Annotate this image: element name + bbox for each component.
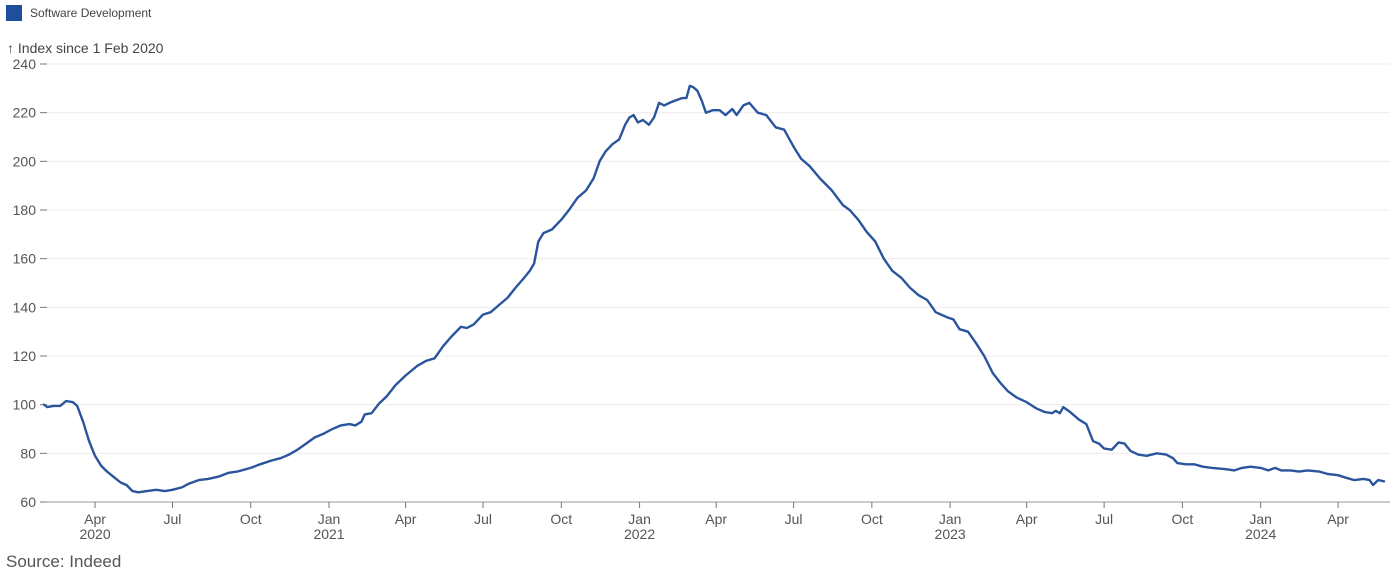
x-tick-label: Jan — [318, 511, 341, 527]
x-tick-label: Oct — [1172, 511, 1194, 527]
x-tick-label: Jan — [628, 511, 651, 527]
x-tick-year-label: 2024 — [1245, 526, 1276, 542]
y-tick-label: 160 — [13, 251, 37, 267]
series-line-software-development — [42, 84, 1386, 494]
legend-swatch — [6, 5, 22, 21]
y-tick-label: 140 — [13, 299, 37, 315]
x-tick-label: Jan — [939, 511, 962, 527]
gridlines — [44, 63, 1390, 503]
x-tick-year-label: 2022 — [624, 526, 655, 542]
y-tick-label: 200 — [13, 153, 37, 169]
x-tick-label: Oct — [240, 511, 262, 527]
x-tick-label: Apr — [395, 511, 417, 527]
series-lines — [42, 84, 1386, 494]
x-tick-label: Jul — [474, 511, 492, 527]
source-note: Source: Indeed — [6, 552, 122, 571]
x-tick-label: Oct — [550, 511, 572, 527]
y-tick-label: 80 — [20, 445, 36, 461]
x-tick-label: Oct — [861, 511, 883, 527]
x-tick-label: Jul — [1095, 511, 1113, 527]
legend: Software Development — [6, 5, 151, 21]
x-tick-label: Jul — [164, 511, 182, 527]
x-tick-year-label: 2021 — [313, 526, 344, 542]
y-tick-label: 180 — [13, 202, 37, 218]
x-tick-label: Apr — [1016, 511, 1038, 527]
y-axis-ticks: 60 80 100 120 140 160 180 200 220 240 — [13, 56, 47, 510]
y-tick-label: 120 — [13, 348, 37, 364]
y-tick-label: 100 — [13, 397, 37, 413]
x-tick-label: Jul — [785, 511, 803, 527]
x-tick-label: Apr — [705, 511, 727, 527]
y-tick-label: 220 — [13, 105, 37, 121]
x-tick-label: Jan — [1249, 511, 1272, 527]
y-tick-label: 240 — [13, 56, 37, 72]
x-tick-label: Apr — [1327, 511, 1349, 527]
legend-label: Software Development — [30, 6, 152, 20]
x-tick-year-label: 2023 — [935, 526, 966, 542]
x-tick-year-label: 2020 — [79, 526, 110, 542]
y-axis-label: ↑ Index since 1 Feb 2020 — [7, 40, 164, 56]
x-tick-label: Apr — [84, 511, 106, 527]
y-tick-label: 60 — [20, 494, 36, 510]
